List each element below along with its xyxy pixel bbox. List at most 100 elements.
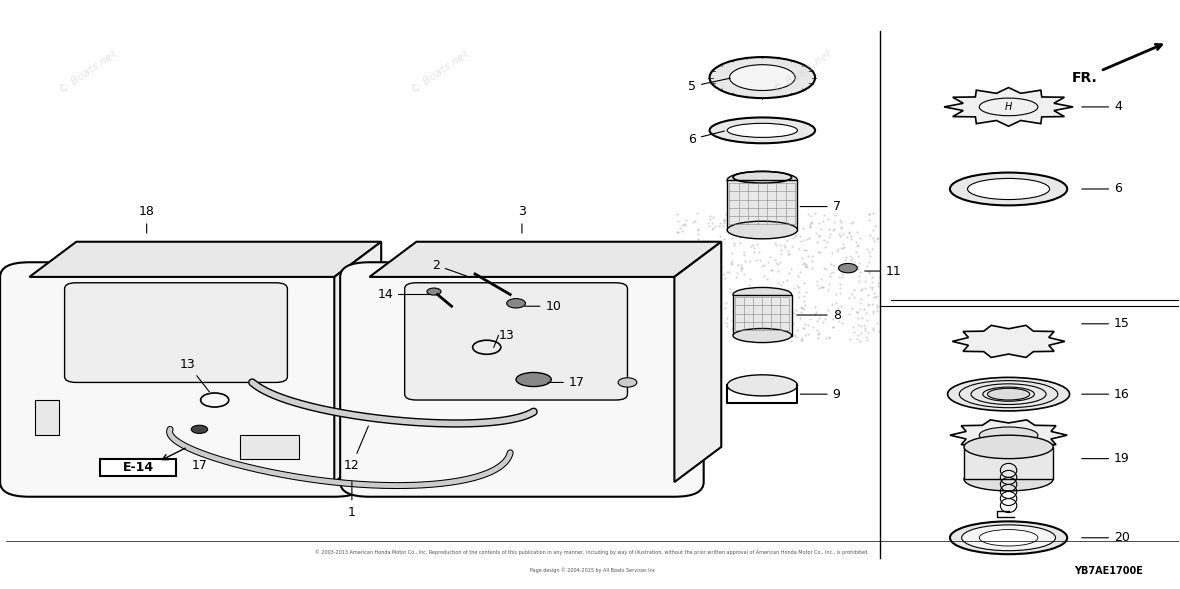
Point <box>766 293 785 303</box>
Text: © 2003-2013 American Honda Motor Co., Inc. Reproduction of the contents of this : © 2003-2013 American Honda Motor Co., In… <box>315 550 870 555</box>
Point <box>669 332 688 341</box>
Point <box>745 326 763 335</box>
Point <box>683 300 702 309</box>
Ellipse shape <box>506 299 525 308</box>
Point <box>725 240 743 250</box>
Point <box>689 224 708 233</box>
Point <box>739 223 758 233</box>
Point <box>722 256 741 266</box>
Point <box>847 237 866 247</box>
Point <box>792 253 811 262</box>
Point <box>701 253 720 262</box>
Point <box>758 274 776 284</box>
Point <box>752 216 771 225</box>
Point <box>771 240 789 250</box>
Point <box>762 265 781 274</box>
Bar <box>100 459 176 477</box>
Point <box>686 251 704 260</box>
Point <box>837 252 856 262</box>
Point <box>858 261 877 270</box>
Point <box>809 231 828 241</box>
Point <box>828 307 847 317</box>
Ellipse shape <box>191 425 208 434</box>
Point <box>795 319 814 329</box>
Point <box>833 262 852 271</box>
Point <box>844 322 863 332</box>
Ellipse shape <box>440 309 604 373</box>
Point <box>775 243 794 252</box>
Point <box>668 241 687 250</box>
Point <box>749 299 768 308</box>
Point <box>778 235 796 244</box>
Point <box>732 224 750 233</box>
Point <box>791 231 809 241</box>
Text: 7: 7 <box>800 200 840 213</box>
Point <box>759 257 778 266</box>
Point <box>794 235 813 244</box>
Point <box>856 323 874 332</box>
Point <box>690 334 709 343</box>
Point <box>667 227 686 237</box>
Point <box>795 330 814 339</box>
Point <box>835 256 854 265</box>
Point <box>766 292 785 301</box>
Point <box>686 321 704 330</box>
Text: 1: 1 <box>348 482 356 518</box>
Text: 19: 19 <box>1082 452 1130 465</box>
Point <box>691 250 710 260</box>
Point <box>760 253 779 262</box>
Point <box>848 240 867 250</box>
Point <box>860 209 879 219</box>
Point <box>684 328 703 337</box>
Point <box>753 228 772 237</box>
Point <box>688 267 707 276</box>
Point <box>784 233 802 243</box>
Point <box>824 267 843 277</box>
Point <box>841 234 860 243</box>
Point <box>706 221 725 230</box>
Point <box>701 317 720 327</box>
Polygon shape <box>334 241 381 482</box>
Point <box>730 221 749 230</box>
Point <box>843 290 861 299</box>
Point <box>809 284 828 293</box>
Point <box>762 224 781 234</box>
Point <box>712 218 730 227</box>
Point <box>821 271 840 280</box>
Point <box>706 264 725 273</box>
Point <box>861 282 880 292</box>
Point <box>667 241 686 251</box>
Point <box>715 218 734 227</box>
Point <box>860 247 879 256</box>
Point <box>730 328 749 337</box>
Point <box>799 252 818 261</box>
Point <box>854 320 873 330</box>
Point <box>858 315 877 325</box>
Ellipse shape <box>983 440 1035 454</box>
Point <box>754 233 773 242</box>
Point <box>740 317 759 326</box>
Point <box>835 259 854 268</box>
Point <box>834 230 853 239</box>
Point <box>833 319 852 328</box>
Point <box>753 326 772 335</box>
Point <box>768 224 787 233</box>
Point <box>812 282 831 291</box>
Point <box>807 325 826 335</box>
Point <box>831 231 850 240</box>
Point <box>727 272 746 282</box>
Point <box>830 230 848 239</box>
Point <box>754 230 773 239</box>
Point <box>729 260 748 270</box>
Point <box>808 280 827 290</box>
Point <box>669 216 688 225</box>
Point <box>818 237 837 247</box>
Point <box>851 322 870 331</box>
Ellipse shape <box>516 372 551 386</box>
Point <box>867 300 886 309</box>
Text: 16: 16 <box>1082 388 1130 401</box>
Point <box>666 279 684 288</box>
Point <box>694 305 713 315</box>
Bar <box>733 294 792 336</box>
Point <box>755 288 774 297</box>
